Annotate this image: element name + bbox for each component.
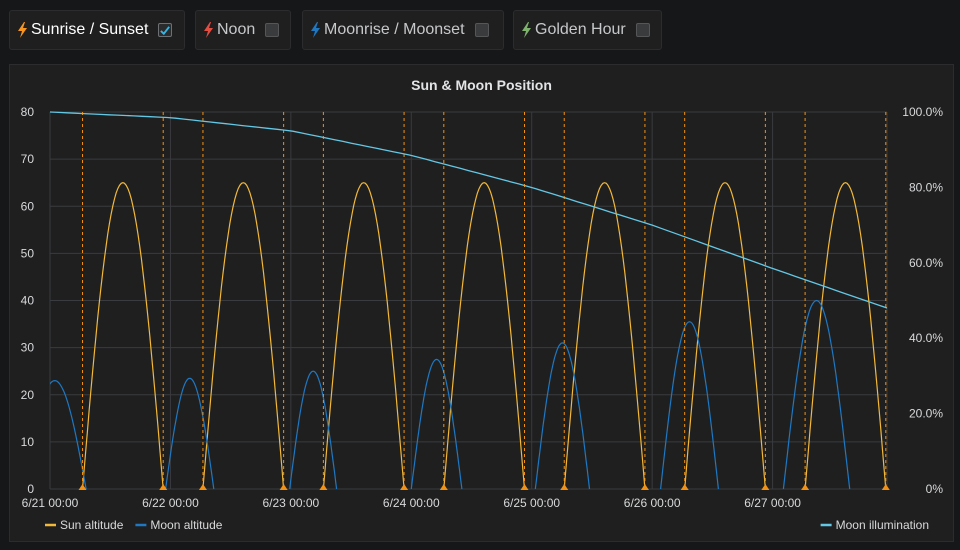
sun-altitude-arc: [322, 182, 405, 490]
sunrise-sunset-marker-triangle: [881, 484, 890, 490]
moon-altitude-arc: [410, 358, 463, 490]
moon-illumination-line: [50, 111, 887, 309]
y-left-tick-label: 40: [21, 294, 35, 308]
y-left-tick-label: 70: [21, 152, 35, 166]
y-right-tick-label: 100.0%: [902, 105, 943, 119]
toggle-label: Moonrise / Moonset: [324, 21, 465, 38]
sunrise-sunset-marker-triangle: [761, 484, 770, 490]
toggle-label: Sunrise / Sunset: [31, 21, 149, 38]
bolt-icon: [204, 22, 213, 38]
sun-altitude-arc: [443, 182, 526, 490]
sunrise-sunset-marker-triangle: [560, 484, 569, 490]
x-tick-label: 6/26 00:00: [624, 496, 681, 510]
sunrise-sunset-marker-triangle: [640, 484, 649, 490]
moon-altitude-arc: [534, 342, 591, 490]
sunrise-sunset-marker-triangle: [279, 484, 288, 490]
sunrise-sunset-marker-triangle: [78, 484, 87, 490]
x-tick-label: 6/22 00:00: [142, 496, 199, 510]
moon-altitude-arc: [50, 379, 87, 490]
checkbox[interactable]: [474, 23, 489, 37]
sun-altitude-arc: [563, 182, 646, 490]
toggle-noon[interactable]: Noon: [195, 10, 291, 50]
checkbox[interactable]: [158, 23, 173, 37]
chart-panel: Sun & Moon Position: [9, 64, 954, 542]
checkbox[interactable]: [635, 23, 650, 37]
toggle-moonrise-moonset[interactable]: Moonrise / Moonset: [302, 10, 504, 50]
sun-altitude-arc: [684, 182, 766, 490]
y-left-tick-label: 0: [27, 482, 34, 496]
moon-altitude-arc: [289, 370, 338, 490]
bolt-icon: [18, 22, 27, 38]
toggle-label: Noon: [217, 21, 256, 38]
plot-area: [50, 111, 887, 490]
y-right-tick-label: 20.0%: [909, 407, 943, 421]
y-right-tick-label: 40.0%: [909, 331, 943, 345]
y-right-tick-label: 80.0%: [909, 180, 943, 194]
sunrise-sunset-marker-triangle: [159, 484, 168, 490]
sun-altitude-arc: [804, 182, 887, 490]
y-right-tick-label: 60.0%: [909, 256, 943, 270]
y-left-tick-label: 80: [21, 105, 35, 119]
legend-label: Moon illumination: [836, 518, 929, 532]
x-tick-label: 6/27 00:00: [744, 496, 801, 510]
sunrise-sunset-marker-triangle: [319, 484, 328, 490]
y-left-tick-label: 60: [21, 199, 35, 213]
sunrise-sunset-marker-triangle: [801, 484, 810, 490]
legend-label: Moon altitude: [150, 518, 222, 532]
x-tick-label: 6/25 00:00: [503, 496, 560, 510]
sun-altitude-arc: [81, 182, 164, 490]
sunrise-sunset-marker-triangle: [400, 484, 409, 490]
y-right-tick-label: 0%: [926, 482, 944, 496]
moon-altitude-arc: [165, 377, 215, 490]
sunrise-sunset-marker-triangle: [680, 484, 689, 490]
toggle-sunrise-sunset[interactable]: Sunrise / Sunset: [9, 10, 185, 50]
bolt-icon: [522, 22, 531, 38]
y-left-tick-label: 50: [21, 246, 35, 260]
y-left-tick-label: 20: [21, 388, 35, 402]
y-left-tick-label: 30: [21, 341, 35, 355]
panel-title: Sun & Moon Position: [411, 77, 552, 93]
bolt-icon: [311, 22, 320, 38]
sunrise-sunset-marker-triangle: [439, 484, 448, 490]
checkmark-icon: [160, 25, 171, 35]
sunrise-sunset-marker-triangle: [198, 484, 207, 490]
y-left-tick-label: 10: [21, 435, 35, 449]
x-tick-label: 6/24 00:00: [383, 496, 440, 510]
checkbox[interactable]: [265, 23, 280, 37]
toggle-label: Golden Hour: [535, 21, 626, 38]
legend-label: Sun altitude: [60, 518, 124, 532]
moon-altitude-arc: [660, 321, 719, 490]
toggle-golden-hour[interactable]: Golden Hour: [513, 10, 662, 50]
sunrise-sunset-marker-triangle: [520, 484, 529, 490]
sun-altitude-arc: [202, 182, 285, 490]
moon-altitude-arc: [782, 299, 851, 490]
x-tick-label: 6/21 00:00: [22, 496, 79, 510]
x-tick-label: 6/23 00:00: [263, 496, 320, 510]
